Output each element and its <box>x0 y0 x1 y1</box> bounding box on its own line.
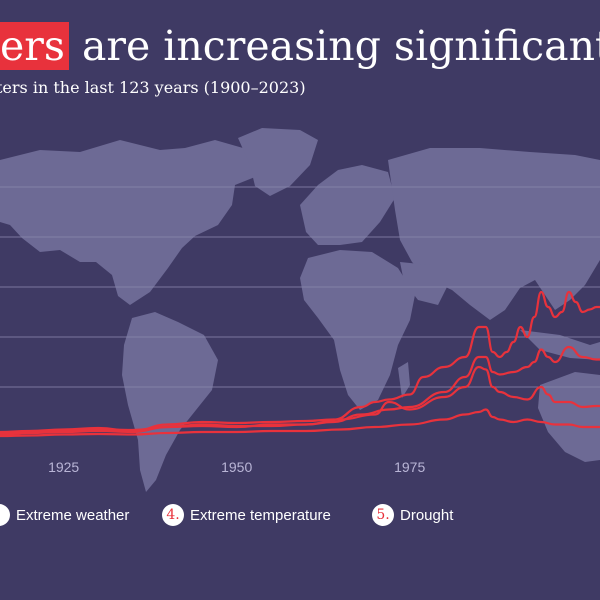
map-greenland <box>238 128 318 196</box>
y-gridlines <box>0 186 600 388</box>
legend-item-extreme-temperature: 4. Extreme temperature <box>162 504 331 526</box>
legend-number-badge: 5. <box>372 504 394 526</box>
title-rest: are increasing significantly w <box>81 22 600 70</box>
map-arabia <box>400 262 448 305</box>
legend-label: Extreme weather <box>16 506 130 524</box>
chart-title: ers are increasing significantly w <box>0 18 600 74</box>
map-indonesia <box>520 330 600 360</box>
chart-subtitle: ters in the last 123 years (1900–2023) <box>0 78 306 97</box>
x-tick-label: 1925 <box>48 459 79 475</box>
series-line-3 <box>0 365 600 435</box>
title-highlight: ers <box>0 22 69 70</box>
legend-item-extreme-weather: . Extreme weather <box>0 504 129 526</box>
map-madagascar <box>398 362 410 398</box>
series-line-4 <box>0 408 600 438</box>
map-south-america <box>122 312 218 492</box>
x-axis-ticks: 1925 1950 1975 <box>48 459 425 475</box>
series-lines <box>0 290 600 438</box>
world-map-background <box>0 128 600 492</box>
legend-item-drought: 5. Drought <box>372 504 453 526</box>
map-asia <box>388 148 600 320</box>
legend-label: Drought <box>400 506 454 524</box>
map-north-america <box>0 140 275 305</box>
legend: . Extreme weather 4. Extreme temperature… <box>0 504 600 534</box>
map-europe <box>300 165 395 245</box>
series-line-1 <box>0 290 600 434</box>
x-tick-label: 1950 <box>221 459 252 475</box>
map-africa <box>300 250 415 410</box>
legend-number-badge: . <box>0 504 10 526</box>
legend-label: Extreme temperature <box>190 506 331 524</box>
x-tick-label: 1975 <box>394 459 425 475</box>
map-australia <box>538 372 600 462</box>
legend-number-badge: 4. <box>162 504 184 526</box>
